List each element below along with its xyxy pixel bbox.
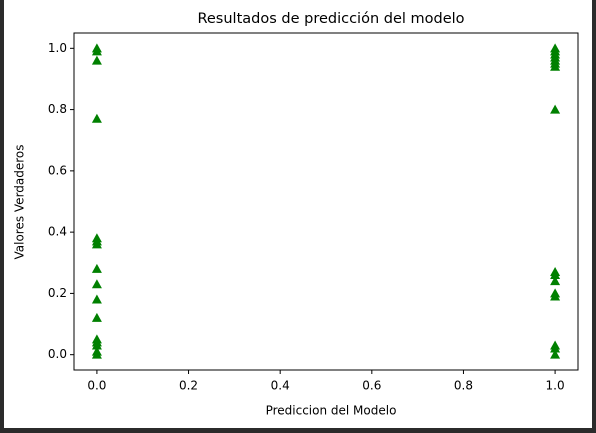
point	[91, 46, 102, 56]
x-tick-label: 0.8	[454, 379, 473, 393]
point	[550, 61, 561, 71]
chart-title: Resultados de predicción del modelo	[197, 11, 464, 27]
point	[91, 263, 102, 273]
x-tick-label: 0.0	[87, 379, 106, 393]
point	[550, 343, 561, 353]
y-tick-label: 0.2	[48, 286, 67, 300]
point	[550, 291, 561, 301]
chart: Resultados de predicción del modelo Pred…	[13, 11, 579, 418]
y-axis-label: Valores Verdaderos	[13, 144, 27, 259]
point	[550, 276, 561, 286]
x-tick-label: 0.4	[271, 379, 290, 393]
y-tick-label: 0.6	[48, 163, 67, 177]
x-tick-label: 0.2	[179, 379, 198, 393]
plot-frame	[73, 32, 579, 371]
point	[550, 104, 561, 114]
point	[91, 340, 102, 350]
x-tick-label: 0.6	[362, 379, 381, 393]
y-tick-label: 0.4	[48, 225, 67, 239]
point	[91, 55, 102, 65]
y-tick-label: 0.8	[48, 102, 67, 116]
x-axis-label: Prediccion del Modelo	[266, 404, 397, 418]
x-tick-label: 1.0	[546, 379, 565, 393]
point	[91, 113, 102, 123]
point	[91, 349, 102, 359]
y-tick-label: 1.0	[48, 41, 67, 55]
point	[550, 349, 561, 359]
point	[91, 294, 102, 304]
figure: Resultados de predicción del modelo Pred…	[4, 0, 592, 428]
point	[91, 239, 102, 249]
point	[91, 312, 102, 322]
point	[91, 279, 102, 289]
point	[550, 270, 561, 280]
y-tick-label: 0.0	[48, 347, 67, 361]
